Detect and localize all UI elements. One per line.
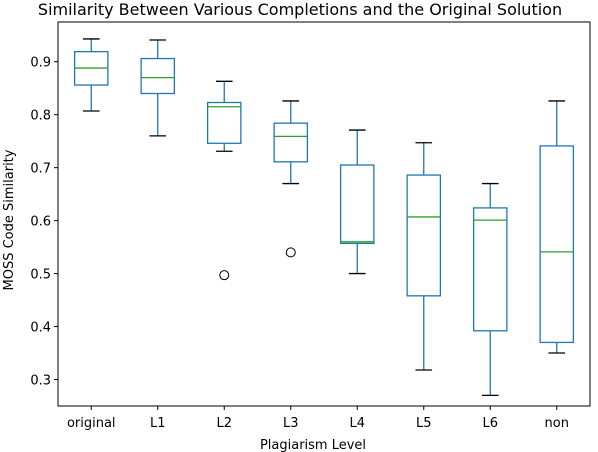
box-iqr bbox=[339, 164, 375, 245]
chart-title: Similarity Between Various Completions a… bbox=[38, 0, 562, 19]
x-tick-label: L4 bbox=[349, 416, 365, 431]
box-iqr bbox=[273, 122, 309, 163]
x-tick-label: L1 bbox=[150, 416, 166, 431]
y-tick-label: 0.7 bbox=[30, 162, 51, 177]
box-iqr bbox=[406, 174, 442, 297]
y-tick-label: 0.3 bbox=[30, 374, 51, 389]
box-iqr bbox=[140, 57, 176, 95]
plot-area: 0.3 0.4 0.5 0.6 0.7 0.8 0.9 original L1 L2 L3 L4 L5 L… bbox=[30, 21, 591, 431]
x-tick-label: non bbox=[545, 416, 569, 431]
y-tick-label: 0.8 bbox=[30, 109, 51, 124]
x-tick-label: L3 bbox=[283, 416, 299, 431]
y-tick-label: 0.5 bbox=[30, 268, 51, 283]
y-tick-label: 0.9 bbox=[30, 56, 51, 71]
x-axis-label: Plagiarism Level bbox=[260, 438, 366, 452]
y-tick-label: 0.4 bbox=[30, 321, 51, 336]
box-iqr bbox=[539, 145, 575, 344]
x-tick-label: L2 bbox=[216, 416, 232, 431]
outlier-point bbox=[219, 270, 230, 281]
outlier-point bbox=[285, 247, 296, 258]
y-tick-label: 0.6 bbox=[30, 215, 51, 230]
y-axis-label: MOSS Code Similarity bbox=[2, 149, 17, 290]
x-tick-label: L6 bbox=[482, 416, 498, 431]
x-tick-label: original bbox=[67, 416, 116, 431]
plot-frame bbox=[57, 21, 591, 407]
box-iqr bbox=[472, 207, 508, 332]
x-tick-label: L5 bbox=[416, 416, 432, 431]
box-iqr bbox=[206, 101, 242, 144]
